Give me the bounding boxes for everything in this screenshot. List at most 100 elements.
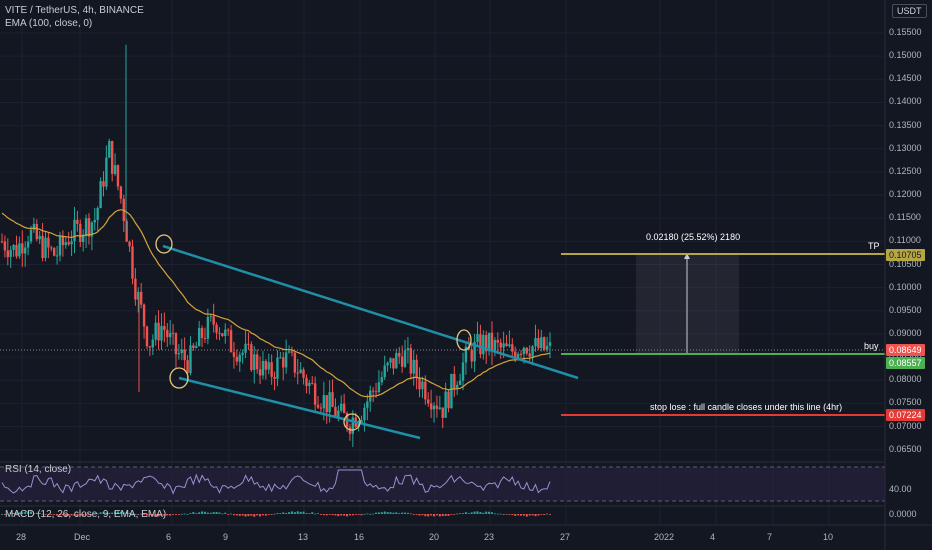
macd-bar (87, 514, 90, 515)
macd-bar (47, 514, 50, 515)
date-axis-label: 28 (16, 532, 27, 542)
candle-body (189, 345, 192, 374)
candle-body (276, 357, 279, 379)
macd-bar (447, 514, 450, 516)
candle-body (415, 359, 418, 379)
candle-body (229, 330, 233, 353)
candle-body (192, 345, 195, 348)
macd-bar (427, 514, 430, 517)
candle-body (186, 360, 189, 374)
price-axis-label: 0.13500 (889, 119, 922, 130)
candle-body (348, 427, 352, 434)
candle-body (453, 373, 456, 389)
macd-bar (383, 511, 386, 514)
candle-body (499, 342, 502, 348)
macd-bar (61, 514, 64, 516)
lower-trendline[interactable] (178, 376, 421, 440)
macd-bar (360, 514, 363, 516)
macd-bar (462, 513, 465, 514)
date-axis-label: 2022 (654, 532, 675, 542)
candle-body (450, 373, 453, 409)
macd-bar (450, 514, 453, 515)
candle-body (302, 369, 305, 378)
macd-bar (531, 514, 534, 516)
macd-bar (256, 514, 259, 516)
ema-legend[interactable]: EMA (100, close, 0) (5, 18, 93, 29)
measure-arrowhead (684, 253, 690, 259)
macd-bar (67, 514, 70, 516)
rsi-legend[interactable]: RSI (14, close) (5, 464, 72, 475)
rsi-level-label: 40.00 (889, 484, 912, 494)
macd-bar (96, 513, 99, 515)
symbol-legend[interactable]: VITE / TetherUS, 4h, BINANCE (5, 5, 144, 16)
price-axis-label: 0.08500 (889, 351, 922, 361)
date-axis-label: 27 (560, 532, 571, 542)
candle-body (432, 405, 436, 410)
stop-loss-label: stop lose : full candle closes under thi… (650, 402, 843, 412)
macd-bar (163, 514, 166, 516)
candle-body (23, 247, 27, 254)
macd-bar (343, 514, 346, 516)
macd-bar (520, 514, 523, 516)
macd-bar (366, 513, 369, 515)
candle-body (76, 219, 79, 224)
candle-body (119, 186, 123, 199)
candle-body (322, 395, 326, 409)
last-price-tag: 0.08649 (886, 344, 925, 356)
candle-body (148, 346, 152, 348)
candle-body (128, 241, 131, 247)
candle-body (296, 372, 299, 374)
price-axis-label: 0.10000 (889, 281, 922, 292)
date-axis-label: 6 (166, 532, 172, 542)
candle-body (235, 356, 239, 362)
macd-bar (64, 514, 67, 517)
candle-body (473, 341, 476, 362)
macd-bar (9, 512, 12, 514)
macd-bar (322, 514, 325, 516)
candle-body (412, 359, 415, 374)
macd-bar (401, 512, 404, 514)
macd-legend[interactable]: MACD (12, 26, close, 9, EMA, EMA) (5, 509, 167, 520)
candle-body (409, 348, 413, 374)
macd-bar (305, 513, 308, 514)
candle-body (9, 249, 12, 258)
macd-bar (546, 513, 549, 515)
candle-body (73, 219, 76, 242)
candle-body (525, 347, 529, 354)
chart-grid (0, 0, 885, 525)
macd-bar (50, 514, 53, 515)
macd-bar (273, 513, 276, 515)
macd-bar (169, 514, 172, 516)
candle-body (456, 384, 459, 389)
macd-bar (111, 512, 114, 514)
candle-body (505, 343, 508, 347)
macd-bar (151, 514, 154, 516)
macd-bar (253, 514, 256, 517)
currency-button[interactable]: USDT (892, 4, 927, 18)
macd-bar (473, 511, 476, 514)
macd-bar (380, 512, 383, 514)
candle-body (116, 165, 120, 187)
macd-bar (470, 512, 473, 514)
macd-bar (337, 514, 340, 517)
macd-bar (441, 514, 444, 517)
candle-body (418, 378, 421, 390)
candle-body (522, 347, 526, 355)
upper-trendline[interactable] (162, 244, 579, 380)
macd-bar (485, 511, 488, 514)
macd-bar (76, 514, 79, 517)
candle-body (366, 401, 369, 408)
macd-bar (514, 514, 517, 516)
macd-bar (279, 513, 282, 515)
candle-body (534, 337, 537, 347)
price-axis-label: 0.15500 (889, 27, 922, 37)
macd-bar (375, 512, 378, 514)
date-axis-label: Dec (74, 532, 91, 542)
candle-body (543, 337, 546, 350)
candle-body (183, 349, 186, 361)
macd-bar (41, 513, 44, 515)
candle-body (26, 241, 30, 248)
candle-body (264, 360, 268, 370)
candle-body (110, 141, 114, 174)
